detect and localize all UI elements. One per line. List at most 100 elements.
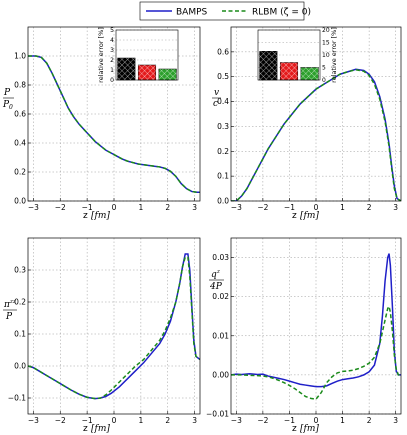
y-tick-label: 0.0 [14, 362, 26, 371]
y-tick-label: 0.03 [212, 253, 229, 262]
inset-tick-label: 2 [110, 57, 114, 64]
series-line-rlbm [28, 256, 200, 400]
svg-text:0: 0 [9, 104, 13, 111]
svg-text:P: P [5, 312, 13, 322]
y-tick-label: 0.1 [217, 172, 229, 181]
legend-label-bamps: BAMPS [176, 8, 208, 18]
inset-tick-label: 0 [322, 77, 326, 84]
ylabel-heat-flux: q z 4P [209, 269, 224, 292]
legend-label-rlbm: RLBM (ζ = 0) [252, 8, 311, 18]
y-tick-label: 0.2 [14, 298, 26, 307]
x-tick-label: 3 [393, 203, 398, 212]
inset-tick-label: 15 [322, 40, 330, 47]
svg-text:q: q [211, 270, 217, 280]
x-tick-label: −3 [28, 203, 39, 212]
svg-text:z: z [216, 269, 220, 275]
x-tick-label: 1 [340, 416, 345, 425]
y-tick-label: 0.4 [217, 97, 229, 106]
plot-frame [230, 237, 402, 415]
xlabel-top-right: z [fm] [292, 211, 319, 221]
x-tick-label: −2 [257, 416, 268, 425]
x-tick-label: 2 [367, 416, 372, 425]
x-tick-label: 0 [112, 416, 117, 425]
svg-text:P: P [2, 100, 10, 110]
xlabel-top-left: z [fm] [83, 211, 110, 221]
y-tick-label: 0.02 [212, 292, 229, 301]
y-tick-label: 1.0 [14, 52, 26, 61]
x-tick-label: −3 [231, 203, 242, 212]
inset-frame [257, 29, 321, 81]
x-tick-label: 1 [340, 203, 345, 212]
y-tick-label: 0.4 [14, 139, 26, 148]
svg-text:[fm]: [fm] [300, 424, 319, 434]
xlabel-bottom-left: z [fm] [83, 424, 110, 434]
x-tick-label: −2 [55, 416, 66, 425]
svg-text:z: z [83, 424, 88, 434]
x-tick-label: 0 [314, 416, 319, 425]
y-tick-label: −0.01 [206, 410, 229, 419]
svg-text:[fm]: [fm] [300, 211, 319, 221]
svg-text:P: P [3, 88, 11, 98]
y-tick-label: 0.6 [217, 47, 229, 56]
inset-ylabel: relative error [%] [97, 27, 105, 83]
svg-text:[fm]: [fm] [91, 211, 110, 221]
y-tick-label: 0.2 [217, 147, 229, 156]
svg-text:z: z [83, 211, 88, 221]
plot-frame [27, 26, 201, 202]
y-tick-label: 0.5 [217, 72, 229, 81]
x-tick-label: −1 [284, 416, 295, 425]
svg-text:π: π [3, 300, 11, 310]
y-tick-label: 0.3 [217, 122, 229, 131]
x-tick-label: 1 [138, 416, 143, 425]
xlabel-bottom-right: z [fm] [292, 424, 319, 434]
x-tick-label: 3 [192, 203, 197, 212]
inset-tick-label: 5 [110, 27, 114, 34]
inset-tick-label: 1 [110, 67, 114, 74]
y-tick-label: 0.0 [14, 197, 26, 206]
x-tick-label: 3 [393, 416, 398, 425]
ylabel-shear-stress: π zz P [3, 299, 17, 322]
x-tick-label: −2 [55, 203, 66, 212]
svg-text:z: z [292, 211, 297, 221]
y-tick-label: 0.2 [14, 168, 26, 177]
x-tick-label: 1 [138, 203, 143, 212]
y-tick-label: 0.1 [14, 330, 26, 339]
y-tick-label: 0.01 [212, 331, 229, 340]
svg-text:z: z [292, 424, 297, 434]
ylabel-pressure: P P 0 [2, 88, 14, 111]
inset-tick-label: 3 [110, 47, 114, 54]
inset-frame [115, 29, 179, 81]
x-tick-label: 0 [314, 203, 319, 212]
x-tick-label: −1 [284, 203, 295, 212]
series-line-rlbm [231, 68, 401, 201]
series-line-bamps [231, 253, 401, 388]
inset-relative-error-left: 0 1 2 3 4 5 relative error [%] [97, 27, 179, 84]
x-tick-label: −1 [82, 203, 93, 212]
x-tick-label: −3 [28, 416, 39, 425]
y-tick-label: 0.6 [14, 110, 26, 119]
y-tick-label: 0.0 [217, 197, 229, 206]
inset-tick-label: 4 [110, 37, 114, 44]
x-tick-label: −1 [82, 416, 93, 425]
svg-text:zz: zz [9, 299, 16, 305]
panel-heat-flux: −3 −2 −1 0 1 2 3 −0.01 0.00 0.01 0.02 0.03 [206, 237, 402, 425]
x-tick-label: 2 [165, 416, 170, 425]
x-tick-label: −2 [257, 203, 268, 212]
inset-ylabel: relative error [%] [330, 27, 338, 83]
inset-relative-error-right: 0 5 10 15 20 relative error [%] [257, 27, 338, 84]
series-line-rlbm [28, 55, 200, 194]
svg-text:[fm]: [fm] [91, 424, 110, 434]
inset-tick-label: 0 [110, 77, 114, 84]
x-tick-label: −3 [231, 416, 242, 425]
panel-shear-stress: −3 −2 −1 0 1 2 3 −0.1 0.0 0.1 0.2 0.3 [8, 237, 201, 425]
y-tick-label: 0.8 [14, 81, 26, 90]
plot-frame [230, 26, 402, 202]
inset-tick-label: 10 [322, 52, 330, 59]
svg-text:v: v [214, 88, 219, 98]
y-tick-label: 0.00 [212, 370, 229, 379]
x-tick-label: 0 [112, 203, 117, 212]
x-tick-label: 3 [192, 416, 197, 425]
x-tick-label: 2 [367, 203, 372, 212]
ylabel-velocity: v c [212, 88, 221, 109]
